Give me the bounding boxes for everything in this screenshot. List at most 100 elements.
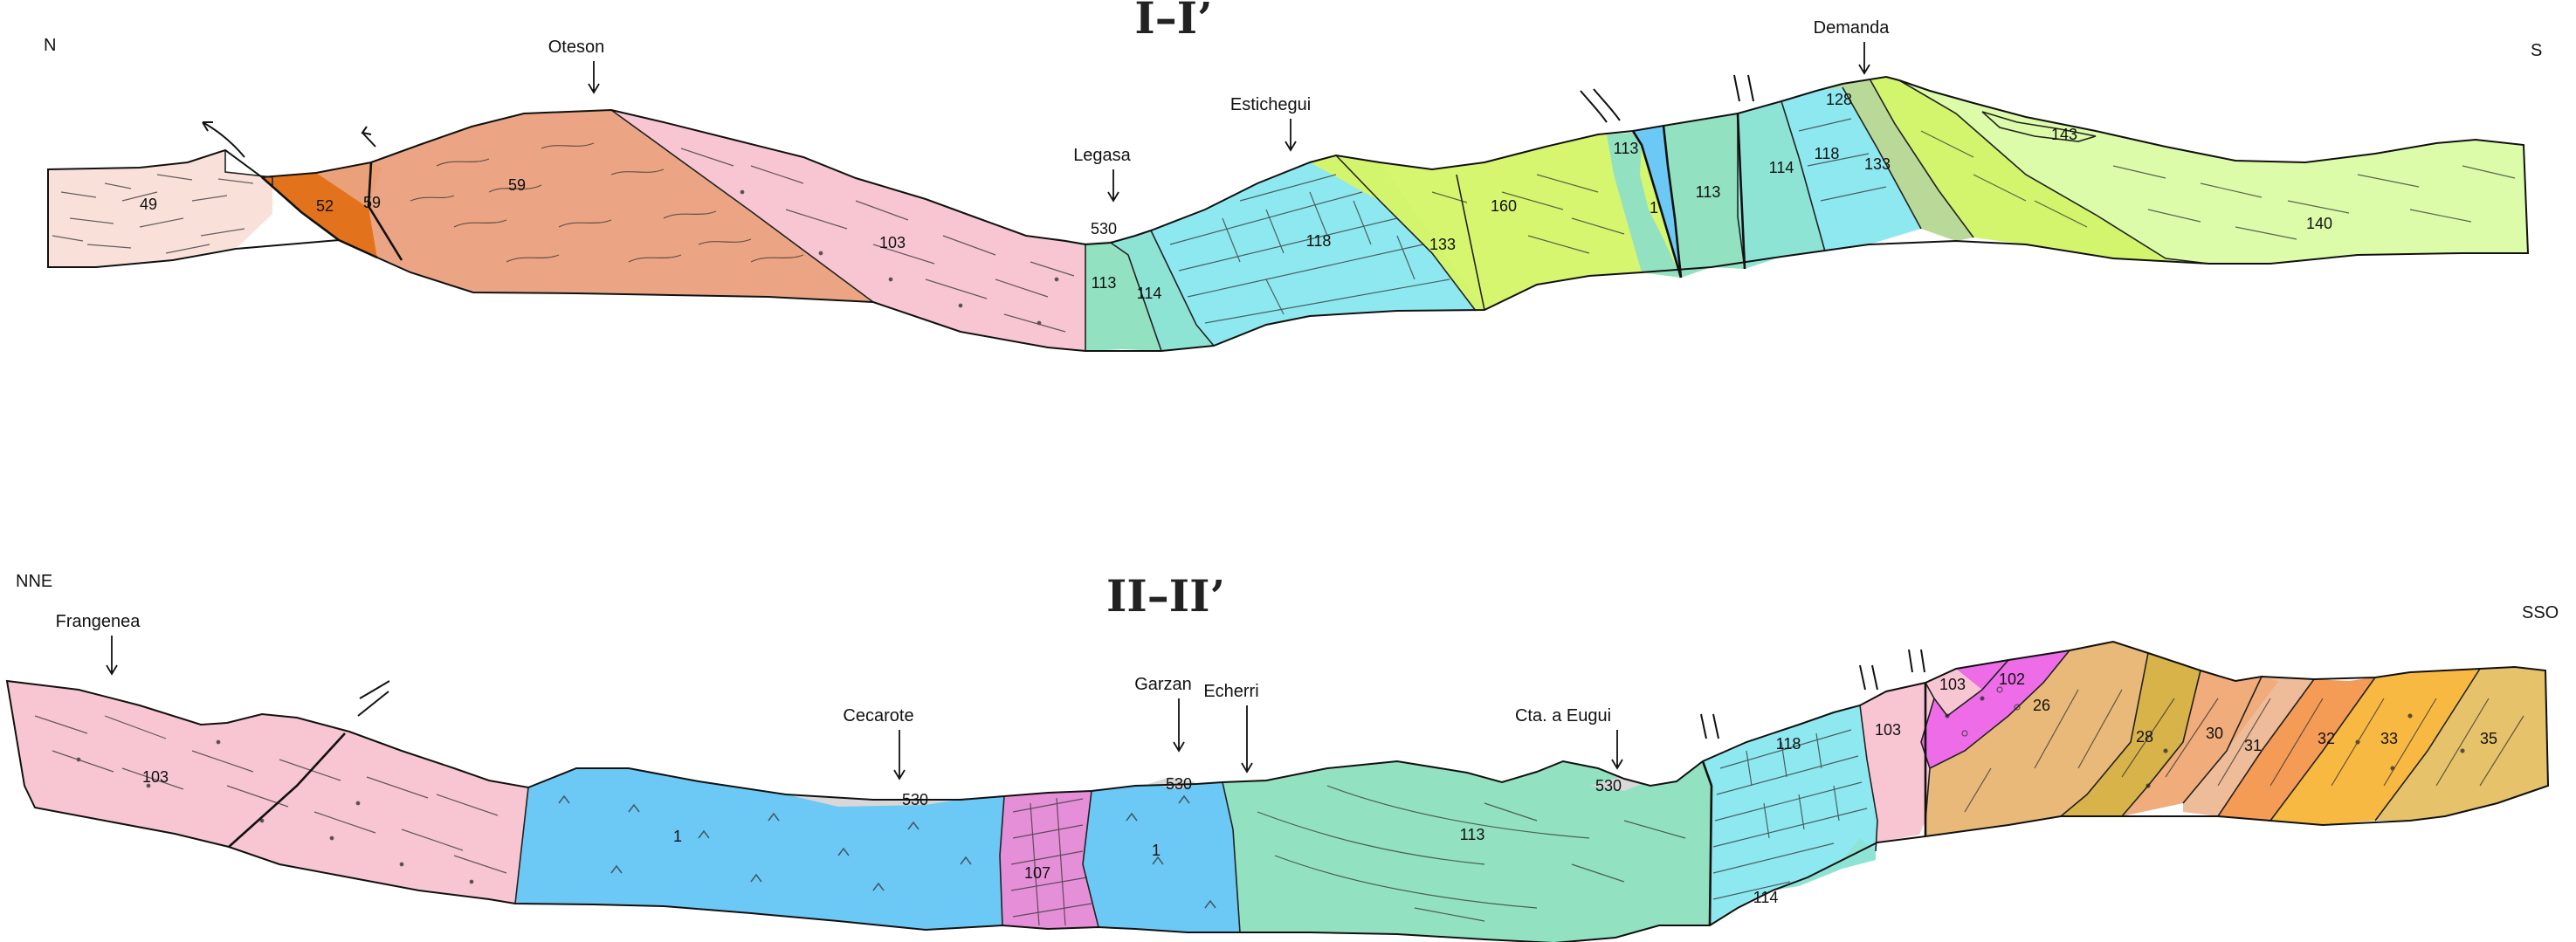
locality-cecarote-label: Cecarote [843,706,913,725]
faults-i [261,113,1746,278]
locality-legasa-arrow [1107,169,1119,203]
unit-label: 103 [1875,721,1901,739]
locality-cta-a-eugui: Cta. a Eugui [1515,706,1623,770]
unit-label: 140 [2306,215,2332,232]
texture-unit-103-i [680,148,1075,333]
unit-102 [1921,650,2070,768]
unit-103-west [7,681,528,904]
texture-unit-103-ii [34,715,507,884]
unit-label: 114 [1137,285,1162,302]
locality-frangenea-label: Frangenea [56,612,141,631]
texture-unit-59 [410,142,804,263]
locality-echerri: Echerri [1203,682,1259,774]
unit-labels-i: 49 52 59 59 59 103 530 113 114 118 133 1… [140,91,2332,302]
texture-units-133-160-140 [1431,130,2516,254]
unit-49 [48,150,272,267]
unit-label: 113 [1460,826,1485,843]
unit-boundaries-i [224,79,2210,352]
texture-unit-113-ii [1257,785,1686,922]
unit-114-east [1738,101,1825,269]
locality-cecarote: Cecarote [843,706,914,780]
section-i-title: I–I’ [1134,0,1212,44]
locality-cta-a-eugui-arrow [1611,730,1623,770]
unit-label: 28 [2136,728,2153,746]
unit-label: 118 [1306,232,1332,250]
section-ii-title: II–II’ [1106,570,1225,622]
unit-113-central [1607,133,1681,278]
unit-label: 530 [1166,775,1192,793]
locality-frangenea: Frangenea [56,612,141,676]
unit-label: 103 [879,234,906,251]
section-i-outline [47,75,2530,352]
unit-31 [2183,677,2314,816]
unit-118-east [1781,87,1921,251]
unit-label: 530 [1595,777,1622,794]
texture-unit-49 [52,174,254,254]
unit-107 [1000,791,1099,929]
locality-garzan-arrow [1173,698,1185,753]
unit-label: 30 [2206,725,2223,742]
unit-labels-ii: 103 1 530 107 530 1 113 530 118 114 103 … [142,670,2497,906]
locality-demanda-arrow [1858,42,1870,75]
unit-label: 113 [1614,140,1639,157]
unit-114-west [1111,230,1214,351]
unit-113-west [1085,243,1161,351]
section-ii-left-orientation: NNE [16,572,52,591]
section-ii: II–II’ NNE SSO [5,570,2559,942]
unit-label: 103 [1939,676,1966,693]
unit-26 [1925,642,2183,836]
unit-label: 1 [673,828,682,845]
locality-oteson-label: Oteson [548,38,604,57]
locality-echerri-label: Echerri [1203,682,1258,701]
locality-estichegui: Estichegui [1230,95,1311,152]
unit-label: 118 [1815,145,1840,162]
texture-unit-118-i [1169,118,1887,324]
unit-1-garzan [1083,782,1240,932]
unit-label: 102 [1999,670,2025,688]
unit-1-section-i [1633,126,1681,278]
unit-label: 1 [1152,842,1161,859]
unit-label: 530 [1091,220,1117,237]
unit-103 [611,110,1085,351]
unit-530-garzan [1148,777,1196,789]
unit-label: 118 [1776,735,1801,753]
unit-118-west [1151,155,1476,346]
unit-103-east [1860,683,1934,851]
unit-32 [2218,677,2375,821]
unit-label: 114 [1769,159,1794,176]
unit-33 [2270,669,2480,825]
locality-oteson: Oteson [548,38,604,94]
unit-label: 113 [1696,183,1721,201]
unit-label: 160 [1491,197,1517,215]
unit-label: 26 [2033,697,2050,714]
locality-oteson-arrow [588,61,600,94]
unit-boundaries-ii [514,650,2481,933]
unit-label: 31 [2244,737,2262,754]
texture-unit-118-ii [1712,729,1868,900]
texture-unit-107 [1010,797,1092,926]
unit-label: 107 [1024,864,1050,882]
locality-estichegui-label: Estichegui [1230,95,1311,114]
section-i: I–I’ N S [44,0,2542,352]
locality-demanda: Demanda [1814,18,1890,75]
faults-ii [228,683,1927,926]
locality-legasa: Legasa [1073,146,1132,203]
unit-label: 530 [902,791,928,808]
fault-arrows-i [202,74,1754,158]
unit-label: 49 [140,196,157,213]
unit-label: 33 [2380,730,2398,747]
locality-frangenea-arrow [106,636,118,676]
unit-label: 59 [363,194,381,211]
unit-133-east [1842,77,2209,264]
locality-garzan-label: Garzan [1134,675,1192,694]
unit-1-cecarote [515,768,1004,930]
unit-59-main [368,110,873,302]
unit-28 [2061,653,2235,816]
unit-113-east [1663,113,1745,278]
locality-estichegui-arrow [1285,119,1297,152]
locality-cecarote-arrow [893,730,906,780]
unit-30 [2122,670,2279,816]
unit-label: 113 [1092,274,1117,292]
section-ii-right-orientation: SSO [2522,603,2559,622]
